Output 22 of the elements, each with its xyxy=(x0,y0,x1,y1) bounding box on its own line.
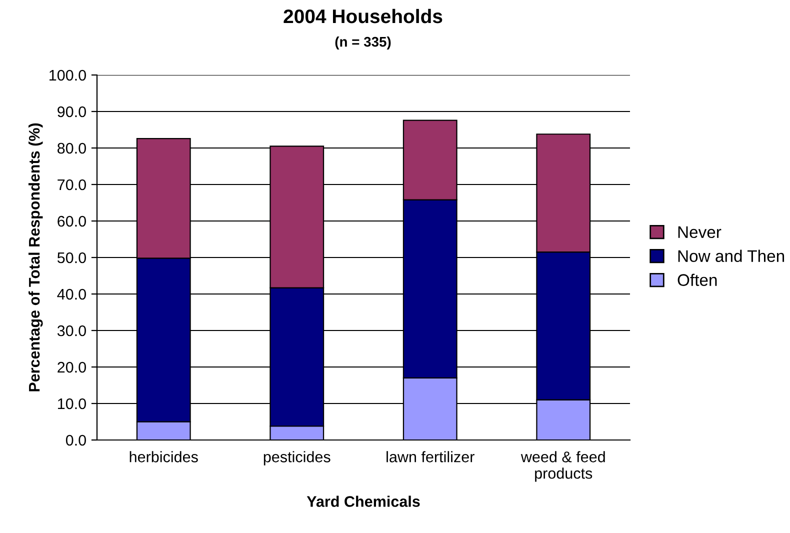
y-tick-label: 10.0 xyxy=(58,398,86,410)
chart-title: 2004 Households xyxy=(284,8,442,24)
legend-label: Now and Then xyxy=(678,250,784,262)
legend-label: Never xyxy=(678,226,722,238)
x-axis-title: Yard Chemicals xyxy=(306,496,420,507)
y-tick-label: 50.0 xyxy=(57,252,86,264)
y-tick-label: 90.0 xyxy=(58,106,86,118)
y-tick-label: 100.0 xyxy=(50,70,86,81)
chart-subtitle: (n = 335) xyxy=(335,36,391,50)
y-tick-label: 60.0 xyxy=(58,216,86,227)
y-tick-label: 20.0 xyxy=(58,362,86,373)
y-tick-label: 80.0 xyxy=(58,142,86,154)
x-tick-label: pesticides xyxy=(264,451,330,466)
y-tick-label: 40.0 xyxy=(57,288,86,300)
x-tick-label: herbicides xyxy=(130,451,198,462)
y-tick-label: 70.0 xyxy=(58,179,86,190)
x-tick-label: weed & feed products xyxy=(520,451,605,482)
y-tick-label: 30.0 xyxy=(57,325,86,336)
x-tick-label: lawn fertilizer xyxy=(386,451,474,462)
y-tick-label: 0.0 xyxy=(66,434,86,446)
y-axis-title: Percentage of Total Respondents (%) xyxy=(28,123,43,392)
legend-label: Often xyxy=(678,274,717,286)
